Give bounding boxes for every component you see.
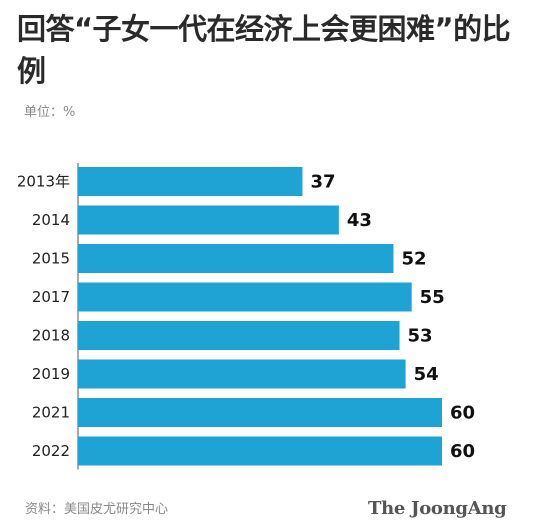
brand-logo: The JoongAng [368, 498, 507, 519]
category-label: 2021 [32, 404, 70, 422]
value-label: 60 [450, 403, 475, 424]
value-label: 43 [347, 210, 372, 231]
bar [78, 359, 406, 389]
source-label: 资料：美国皮尤研究中心 [25, 502, 169, 517]
category-label: 2019 [32, 365, 70, 383]
category-label: 2015 [32, 250, 70, 268]
value-label: 55 [420, 287, 445, 308]
bar-chart: 2013年 37 2014 43 2015 52 2017 55 2018 53 2019 54 202… [17, 163, 475, 470]
bar [78, 205, 339, 235]
unit-label: 单位：% [24, 105, 76, 120]
category-label: 2014 [32, 211, 70, 229]
value-label: 54 [414, 364, 439, 385]
value-label: 60 [450, 441, 475, 462]
value-label: 37 [310, 172, 335, 193]
value-label: 52 [401, 249, 426, 270]
bar [78, 321, 400, 350]
bar [78, 282, 412, 312]
chart-title: 回答“子女一代在经济上会更困难”的比例 [17, 12, 511, 88]
category-label: 2022 [32, 442, 70, 460]
category-label: 2017 [32, 288, 70, 306]
category-label: 2013年 [17, 173, 70, 191]
bar [78, 436, 442, 466]
bar [78, 244, 394, 273]
category-label: 2018 [32, 327, 70, 345]
bar [78, 398, 442, 427]
value-label: 53 [408, 326, 433, 347]
bar [78, 167, 303, 196]
